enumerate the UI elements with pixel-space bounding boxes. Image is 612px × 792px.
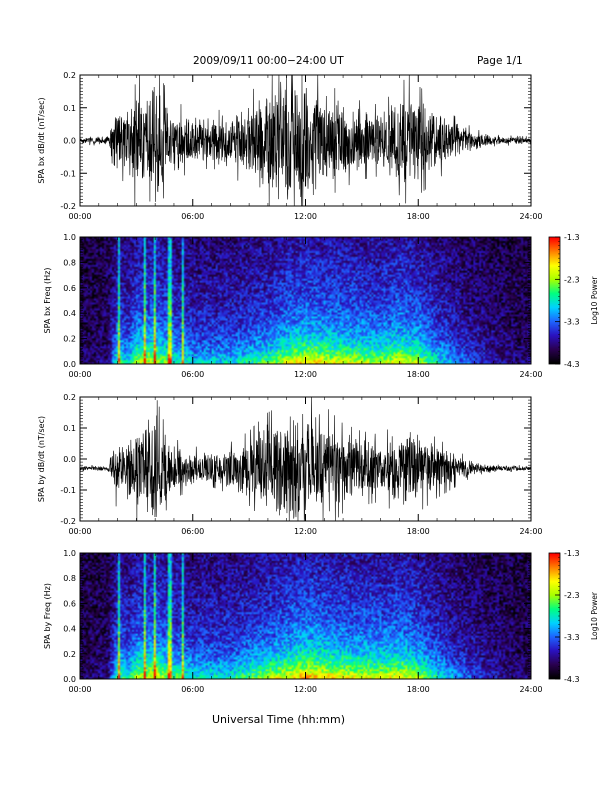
x-tick-label: 24:00 [519, 685, 542, 694]
y-tick-label: 1.0 [63, 233, 76, 242]
y-tick-label: -0.2 [60, 202, 76, 211]
x-tick-label: 06:00 [181, 212, 204, 221]
y-tick-label: -0.1 [60, 169, 76, 178]
y-tick-label: 0.8 [63, 258, 76, 267]
x-tick-label: 18:00 [407, 370, 430, 379]
y-tick-label: 0.2 [63, 71, 76, 80]
bx-spectrogram-colorbar [549, 237, 560, 364]
x-tick-label: 24:00 [519, 370, 542, 379]
x-tick-label: 12:00 [294, 212, 317, 221]
colorbar-tick-label: -2.3 [564, 591, 580, 600]
y-tick-label: 0.4 [63, 625, 76, 634]
y-tick-label: 0.1 [63, 424, 76, 433]
x-tick-label: 00:00 [68, 212, 91, 221]
y-tick-label: 0.1 [63, 104, 76, 113]
y-tick-label: -0.1 [60, 486, 76, 495]
y-tick-label: 0.2 [63, 335, 76, 344]
y-axis-title: SPA by dB/dt (nT/sec) [37, 416, 46, 502]
x-tick-label: 12:00 [294, 527, 317, 536]
colorbar-tick-label: -3.3 [564, 633, 580, 642]
colorbar-title: Log10 Power [590, 276, 599, 325]
page-number: Page 1/1 [477, 55, 523, 67]
x-tick-label: 12:00 [294, 370, 317, 379]
x-axis-title: Universal Time (hh:mm) [212, 713, 345, 726]
x-tick-label: 24:00 [519, 527, 542, 536]
by-spectrogram-colorbar [549, 553, 560, 679]
y-tick-label: -0.2 [60, 517, 76, 526]
y-tick-label: 0.6 [63, 599, 76, 608]
panel-bx-spectrogram-axes: 0.0 0.2 0.4 0.6 0.8 1.0 00:00 06:00 12:00 18:00 24… [43, 233, 543, 379]
page-title: 2009/09/11 00:00−24:00 UT [193, 55, 344, 67]
panel-by-waveform-axes: -0.2 -0.1 0.0 0.1 0.2 00:00 06:00 12:00 18:00 24:… [37, 393, 543, 536]
colorbar-tick-label: -2.3 [564, 275, 580, 284]
x-tick-label: 18:00 [407, 212, 430, 221]
x-tick-label: 06:00 [181, 527, 204, 536]
x-tick-label: 00:00 [68, 527, 91, 536]
y-tick-label: 0.0 [63, 360, 76, 369]
panel-bx-waveform-axes: -0.2 -0.1 0.0 0.1 0.2 00:00 06:00 12:00 18:00 24:… [37, 71, 543, 221]
y-tick-label: 0.0 [63, 455, 76, 464]
y-axis-title: SPA bx Freq (Hz) [43, 268, 52, 334]
colorbar-title: Log10 Power [590, 591, 599, 640]
panel-by-spectrogram-axes: 0.0 0.2 0.4 0.6 0.8 1.0 00:00 06:00 12:00 18:00 24… [43, 549, 543, 694]
x-tick-label: 06:00 [181, 370, 204, 379]
y-tick-label: 0.2 [63, 393, 76, 402]
by-spectrogram-image [80, 553, 531, 679]
y-tick-label: 0.8 [63, 574, 76, 583]
colorbar-tick-label: -1.3 [564, 549, 580, 558]
x-tick-label: 24:00 [519, 212, 542, 221]
colorbar-tick-label: -4.3 [564, 675, 580, 684]
colorbar-tick-label: -4.3 [564, 360, 580, 369]
colorbar-tick-label: -3.3 [564, 318, 580, 327]
y-tick-label: 0.6 [63, 284, 76, 293]
by-waveform-trace [80, 397, 531, 521]
x-tick-label: 00:00 [68, 685, 91, 694]
colorbar-tick-label: -1.3 [564, 233, 580, 242]
y-axis-title: SPA by Freq (Hz) [43, 583, 52, 649]
x-tick-label: 18:00 [407, 527, 430, 536]
y-tick-label: 0.0 [63, 137, 76, 146]
bx-waveform-trace [80, 75, 531, 206]
y-tick-label: 0.2 [63, 650, 76, 659]
x-tick-label: 12:00 [294, 685, 317, 694]
y-tick-label: 1.0 [63, 549, 76, 558]
x-tick-label: 18:00 [407, 685, 430, 694]
x-tick-label: 00:00 [68, 370, 91, 379]
x-tick-label: 06:00 [181, 685, 204, 694]
y-tick-label: 0.0 [63, 675, 76, 684]
y-tick-label: 0.4 [63, 309, 76, 318]
y-axis-title: SPA bx dB/dt (nT/sec) [37, 97, 46, 183]
bx-spectrogram-image [80, 237, 531, 364]
